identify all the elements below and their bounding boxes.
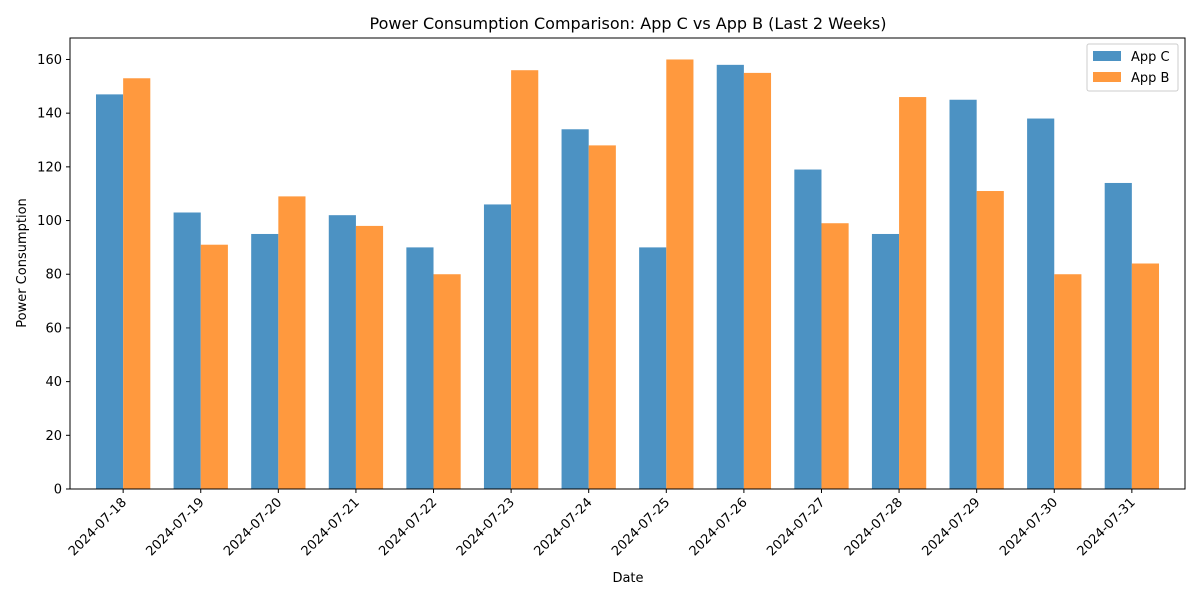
bar-app-c-2024-07-30: [1027, 118, 1055, 490]
bar-app-c-2024-07-25: [639, 247, 667, 489]
bar-app-c-2024-07-21: [328, 215, 356, 489]
legend-swatch-app-c: [1093, 51, 1121, 61]
legend-label-app-c: App C: [1131, 50, 1170, 65]
bar-app-c-2024-07-31: [1104, 182, 1132, 489]
y-tick-label: 120: [37, 160, 62, 175]
y-tick-label: 80: [45, 268, 62, 283]
bar-app-c-2024-07-26: [716, 64, 744, 489]
bar-app-c-2024-07-29: [949, 99, 977, 489]
bar-app-b-2024-07-19: [200, 244, 228, 489]
bar-app-c-2024-07-19: [173, 212, 201, 489]
bar-app-c-2024-07-24: [561, 129, 589, 489]
bar-app-b-2024-07-29: [976, 191, 1004, 489]
bar-app-b-2024-07-20: [278, 196, 306, 489]
x-tick-label: 2024-07-27: [764, 495, 828, 559]
x-tick-label: 2024-07-21: [299, 495, 363, 559]
x-tick-label: 2024-07-30: [997, 495, 1061, 559]
y-tick-label: 100: [37, 214, 62, 229]
bar-app-c-2024-07-23: [483, 204, 512, 489]
x-tick-label: 2024-07-20: [221, 495, 285, 559]
y-tick-label: 140: [37, 107, 62, 122]
bar-app-b-2024-07-21: [355, 225, 384, 489]
x-tick-label: 2024-07-26: [687, 495, 751, 559]
bar-app-b-2024-07-24: [588, 145, 616, 489]
bar-app-b-2024-07-22: [433, 274, 461, 489]
legend: App C App B: [1086, 43, 1179, 92]
x-tick-label: 2024-07-24: [531, 495, 595, 559]
bar-app-c-2024-07-22: [406, 247, 434, 489]
bar-app-b-2024-07-23: [511, 70, 539, 489]
x-tick-label: 2024-07-28: [842, 495, 906, 559]
plot-area: 0 20 40 60 80 100 120 140 160 2024-07-18 2024-07-1…: [37, 37, 1186, 559]
chart-title: Power Consumption Comparison: App C vs A…: [369, 14, 886, 33]
bar-app-b-2024-07-25: [666, 59, 694, 489]
y-tick-label: 60: [45, 321, 62, 336]
y-axis-label: Power Consumption: [15, 198, 30, 328]
y-tick-label: 40: [45, 375, 62, 390]
bar-app-b-2024-07-28: [899, 97, 927, 490]
x-tick-label: 2024-07-22: [376, 495, 440, 559]
y-tick-label: 20: [45, 429, 62, 444]
legend-label-app-b: App B: [1131, 71, 1169, 86]
bar-app-b-2024-07-27: [821, 223, 849, 489]
x-tick-label: 2024-07-18: [66, 495, 130, 559]
bar-app-b-2024-07-31: [1131, 263, 1160, 489]
x-tick-label: 2024-07-19: [144, 495, 208, 559]
bar-app-c-2024-07-27: [794, 169, 822, 489]
bar-app-c-2024-07-28: [871, 233, 900, 489]
x-axis-label: Date: [612, 571, 643, 586]
y-tick-label: 0: [54, 483, 62, 498]
x-tick-label: 2024-07-29: [919, 495, 983, 559]
bar-app-b-2024-07-30: [1054, 274, 1082, 489]
x-tick-label: 2024-07-25: [609, 495, 673, 559]
axes-frame: [69, 37, 1186, 490]
bar-app-c-2024-07-18: [95, 94, 124, 489]
bar-app-b-2024-07-26: [743, 72, 772, 490]
bar-app-c-2024-07-20: [251, 233, 279, 489]
x-tick-label: 2024-07-31: [1075, 495, 1139, 559]
bar-app-b-2024-07-18: [123, 78, 151, 490]
y-tick-label: 160: [37, 53, 62, 68]
x-tick-label: 2024-07-23: [454, 495, 518, 559]
legend-swatch-app-b: [1093, 72, 1121, 82]
